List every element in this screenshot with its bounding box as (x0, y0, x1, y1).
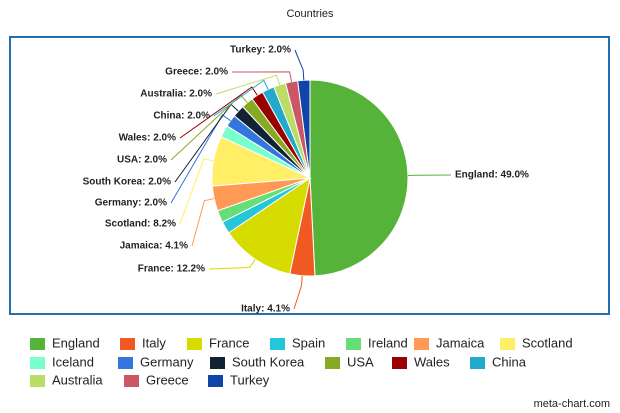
data-label: Germany: 2.0% (95, 198, 167, 209)
connector (215, 74, 281, 95)
legend-swatch (187, 338, 202, 350)
data-label: USA: 2.0% (117, 155, 167, 166)
legend-label: South Korea (232, 354, 305, 369)
legend-label: Australia (52, 372, 103, 387)
legend-label: Italy (142, 335, 166, 350)
legend-swatch (210, 357, 225, 369)
data-label: Jamaica: 4.1% (120, 241, 188, 252)
legend-label: England (52, 335, 100, 350)
legend-label: France (209, 335, 249, 350)
legend-label: Germany (140, 354, 194, 369)
pie-slice (309, 79, 409, 277)
legend-label: Ireland (368, 335, 408, 350)
connector (208, 258, 256, 270)
data-label: Greece: 2.0% (165, 67, 228, 78)
data-label: France: 12.2% (138, 264, 205, 275)
legend-swatch (414, 338, 429, 350)
legend-swatch (208, 375, 223, 387)
legend-swatch (346, 338, 361, 350)
legend-swatch (30, 338, 45, 350)
connector (170, 114, 231, 204)
data-label: Turkey: 2.0% (230, 45, 291, 56)
data-label: Italy: 4.1% (241, 304, 290, 315)
legend-swatch (120, 338, 135, 350)
watermark: meta-chart.com (534, 398, 610, 410)
connector (179, 158, 214, 225)
connector (293, 275, 303, 310)
legend-label: USA (347, 354, 374, 369)
data-label: Wales: 2.0% (119, 133, 177, 144)
legend-swatch (124, 375, 139, 387)
connector (231, 71, 293, 82)
legend-label: Greece (146, 372, 189, 387)
connector (407, 174, 452, 177)
legend-label: Jamaica (436, 335, 485, 350)
legend-label: Turkey (230, 372, 270, 387)
legend-label: Iceland (52, 354, 94, 369)
connector (213, 79, 269, 117)
data-label: China: 2.0% (153, 111, 210, 122)
data-label: Australia: 2.0% (140, 89, 212, 100)
connector (294, 49, 305, 81)
legend-swatch (30, 357, 45, 369)
legend-swatch (118, 357, 133, 369)
data-label: Scotland: 8.2% (105, 219, 176, 230)
legend-swatch (325, 357, 340, 369)
connector (191, 198, 215, 247)
legend-label: Scotland (522, 335, 573, 350)
legend-label: Spain (292, 335, 325, 350)
legend-swatch (30, 375, 45, 387)
data-label: South Korea: 2.0% (83, 177, 171, 188)
legend-label: Wales (414, 354, 450, 369)
legend-swatch (470, 357, 485, 369)
chart-title: Countries (286, 8, 334, 20)
plot-border (9, 36, 610, 315)
legend-swatch (500, 338, 515, 350)
legend-label: China (492, 354, 527, 369)
legend-swatch (392, 357, 407, 369)
data-label: England: 49.0% (455, 170, 529, 181)
connector (179, 86, 258, 139)
legend-swatch (270, 338, 285, 350)
